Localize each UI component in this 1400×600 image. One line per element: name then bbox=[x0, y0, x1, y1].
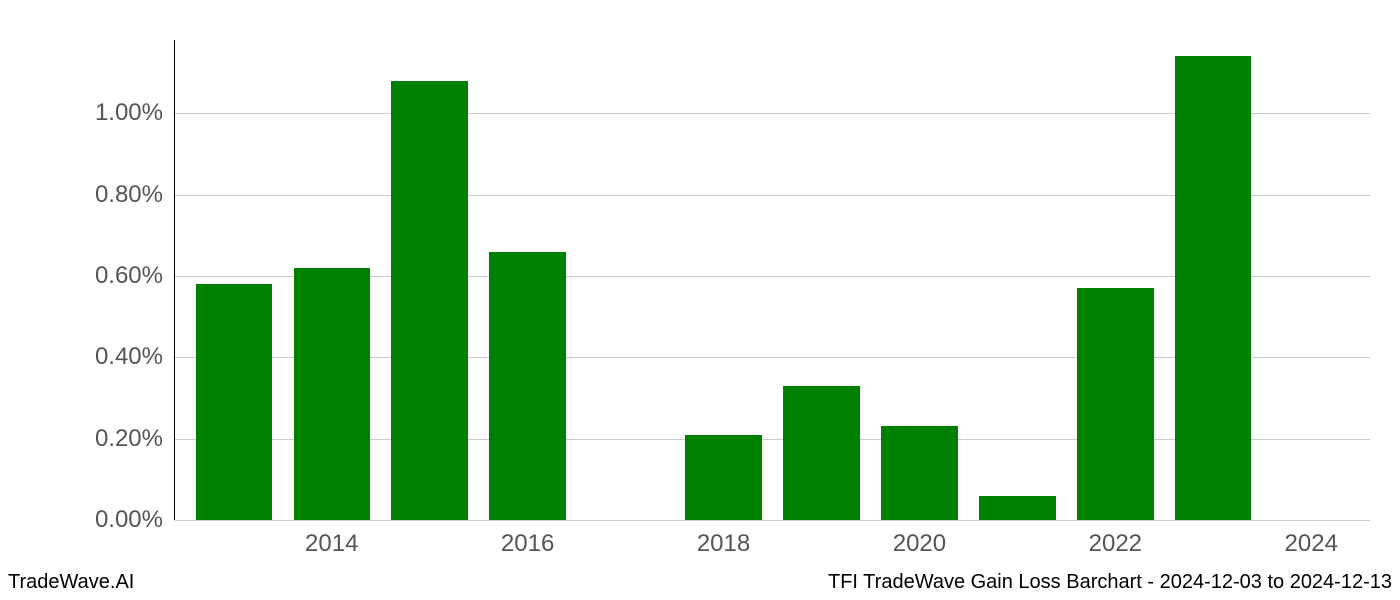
bar bbox=[685, 435, 761, 520]
y-tick-label: 1.00% bbox=[95, 99, 175, 127]
x-tick-label: 2018 bbox=[697, 520, 750, 558]
x-tick-label: 2020 bbox=[893, 520, 946, 558]
y-tick-label: 0.00% bbox=[95, 506, 175, 534]
bar bbox=[1077, 288, 1153, 520]
x-tick-label: 2016 bbox=[501, 520, 554, 558]
bar bbox=[294, 268, 370, 520]
bar bbox=[1175, 56, 1251, 520]
y-tick-label: 0.20% bbox=[95, 425, 175, 453]
bar bbox=[783, 386, 859, 520]
footer-right-label: TFI TradeWave Gain Loss Barchart - 2024-… bbox=[820, 565, 1400, 600]
y-tick-label: 0.80% bbox=[95, 181, 175, 209]
bar bbox=[391, 81, 467, 520]
footer-left-label: TradeWave.AI bbox=[0, 565, 142, 600]
bar bbox=[196, 284, 272, 520]
bar bbox=[979, 496, 1055, 520]
y-tick-label: 0.40% bbox=[95, 343, 175, 371]
x-tick-label: 2024 bbox=[1285, 520, 1338, 558]
y-tick-label: 0.60% bbox=[95, 262, 175, 290]
bar bbox=[881, 426, 957, 520]
chart-container: 0.00% 0.20% 0.40% 0.60% 0.80% 1.00% 2014 2016 20… bbox=[0, 0, 1400, 600]
x-tick-label: 2014 bbox=[305, 520, 358, 558]
plot-area: 0.00%0.20%0.40%0.60%0.80%1.00%2014201620… bbox=[175, 40, 1370, 520]
x-tick-label: 2022 bbox=[1089, 520, 1142, 558]
bar bbox=[489, 252, 565, 520]
